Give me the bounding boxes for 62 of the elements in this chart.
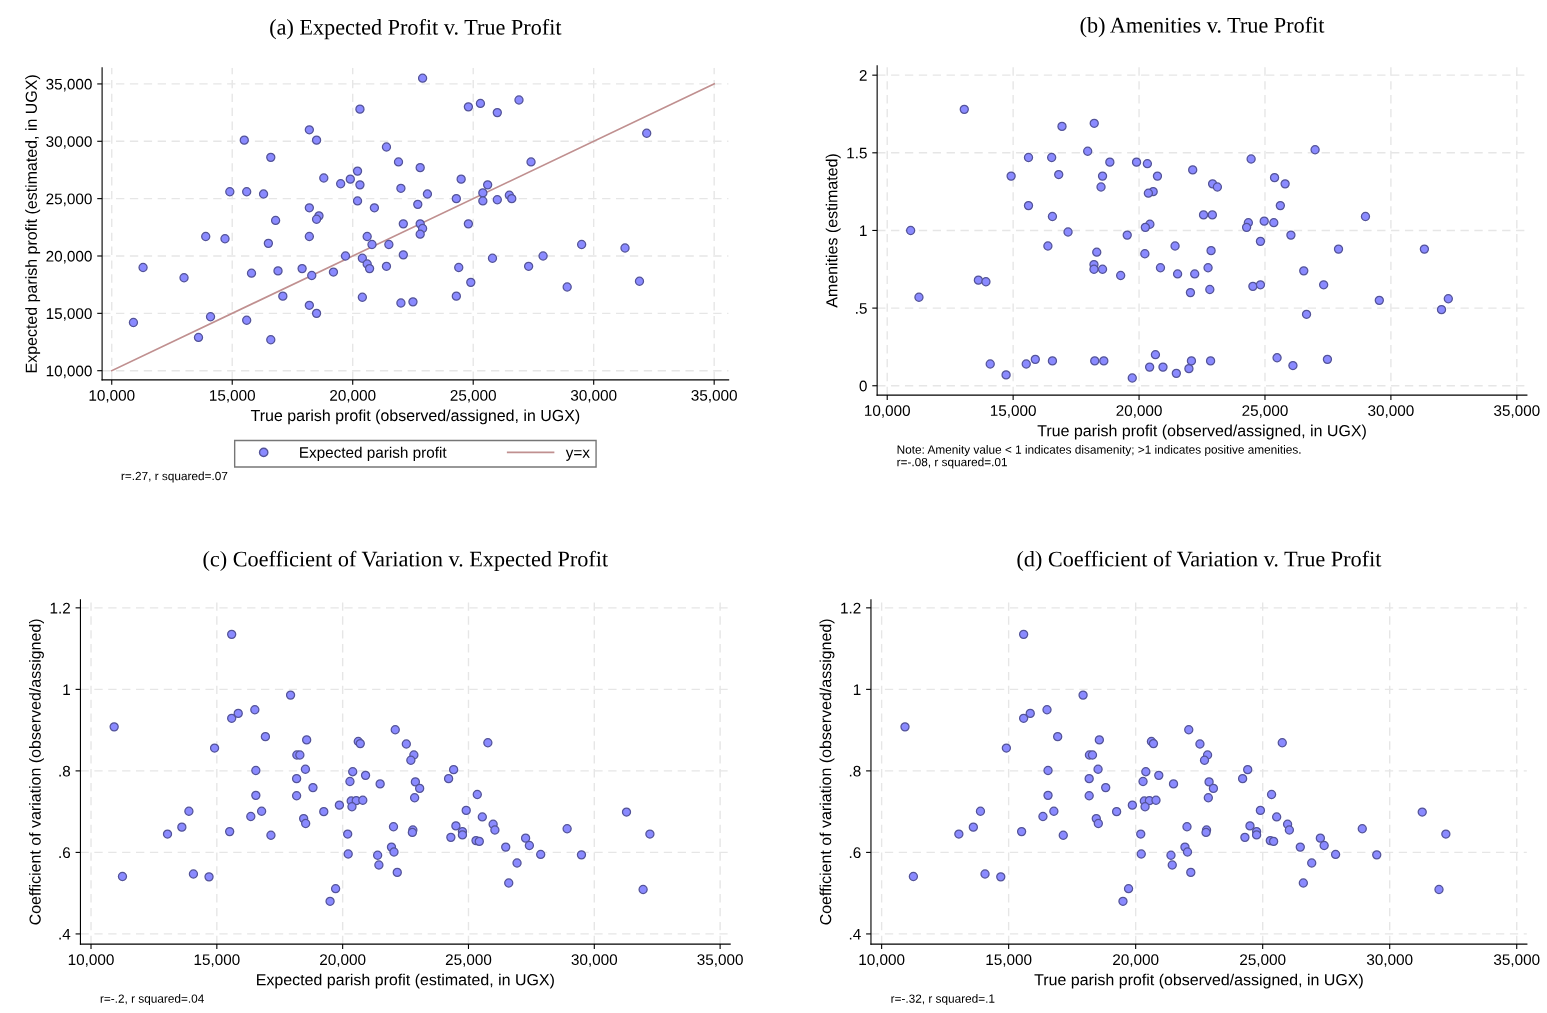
x-tick-label: 15,000 [194, 954, 240, 967]
y-tick-label: 1.2 [841, 602, 861, 614]
text: r=.27, r squared=.07 [121, 471, 228, 483]
x-axis-title: True parish profit (observed/assigned, in UGX) [1034, 973, 1363, 989]
x-tick-label: 10,000 [68, 954, 114, 967]
x-tick-label: 25,000 [1242, 405, 1288, 418]
y-tick-label: .6 [59, 847, 71, 859]
y-tick-label: .4 [59, 928, 71, 940]
x-tick-label: 30,000 [1368, 405, 1414, 418]
y-tick-label: 10,000 [46, 365, 92, 379]
x-tick-label: 15,000 [986, 954, 1032, 967]
chart-title: (a) Expected Profit v. True Profit [270, 18, 562, 40]
y-tick-label: 1 [860, 225, 867, 236]
x-tick-label: 20,000 [320, 954, 366, 967]
y-tick-label: 0 [859, 380, 867, 392]
y-tick-label: 35,000 [46, 78, 92, 92]
y-tick-label: .5 [856, 303, 867, 314]
x-tick-label: 30,000 [1366, 954, 1413, 967]
y-tick-label: .6 [849, 847, 861, 859]
y-axis-title: Amenities (estimated) [825, 154, 841, 308]
legend-label: Expected parish profit [300, 446, 447, 461]
x-tick-label: 20,000 [330, 390, 376, 403]
x-tick-label: 25,000 [445, 954, 492, 967]
x-tick-label: 35,000 [1493, 954, 1540, 967]
y-tick-label: 1 [63, 684, 70, 695]
x-axis-title: True parish profit (observed/assigned, in UGX) [250, 409, 580, 425]
x-tick-label: 25,000 [1240, 954, 1286, 967]
text: r=-.2, r squared=.04 [100, 994, 204, 1006]
text: r=-.32, r squared=.1 [891, 994, 995, 1006]
y-axis-title: Coefficient of variation (observed/assigned) [29, 619, 44, 925]
x-axis-title: Expected parish profit (estimated, in UGX) [257, 973, 554, 989]
x-tick-label: 30,000 [571, 954, 618, 967]
y-tick-label: 1.2 [50, 602, 70, 614]
chart-title: (b) Amenities v. True Profit [1080, 16, 1325, 38]
x-tick-label: 25,000 [450, 390, 496, 403]
text: Note: Amenity value < 1 indicates disamenity; >1 indicates positive amenities. [897, 445, 1301, 457]
x-tick-label: 35,000 [1494, 405, 1540, 418]
chart-title: (d) Coefficient of Variation v. True Profit [1017, 550, 1382, 572]
x-tick-label: 15,000 [210, 390, 255, 403]
legend-label: y=x [565, 449, 590, 461]
x-tick-label: 20,000 [1116, 405, 1162, 418]
y-tick-label: 2 [859, 70, 867, 81]
y-tick-label: 30,000 [46, 136, 92, 149]
y-axis-title: Coefficient of variation (observed/assigned) [819, 619, 835, 925]
x-tick-label: 20,000 [1113, 954, 1159, 967]
y-tick-label: .8 [59, 765, 71, 777]
x-tick-label: 35,000 [697, 954, 743, 967]
x-tick-label: 35,000 [691, 390, 737, 403]
x-tick-label: 10,000 [89, 390, 135, 403]
y-tick-label: 1 [853, 684, 861, 695]
text: r=-.08, r squared=.01 [897, 457, 1007, 469]
y-tick-label: .8 [849, 765, 861, 777]
x-tick-label: 15,000 [990, 405, 1036, 418]
y-tick-label: 1.5 [847, 147, 867, 159]
y-tick-label: 25,000 [46, 193, 92, 207]
y-axis-title: Expected parish profit (estimated, in UGX) [25, 75, 41, 373]
y-tick-label: 15,000 [46, 308, 92, 321]
y-tick-label: 20,000 [46, 250, 92, 264]
x-axis-title: True parish profit (observed/assigned, in UGX) [1037, 424, 1366, 440]
y-tick-label: .4 [849, 928, 861, 940]
chart-title: (c) Coefficient of Variation v. Expected Profit [203, 550, 609, 572]
x-tick-label: 30,000 [570, 390, 617, 403]
